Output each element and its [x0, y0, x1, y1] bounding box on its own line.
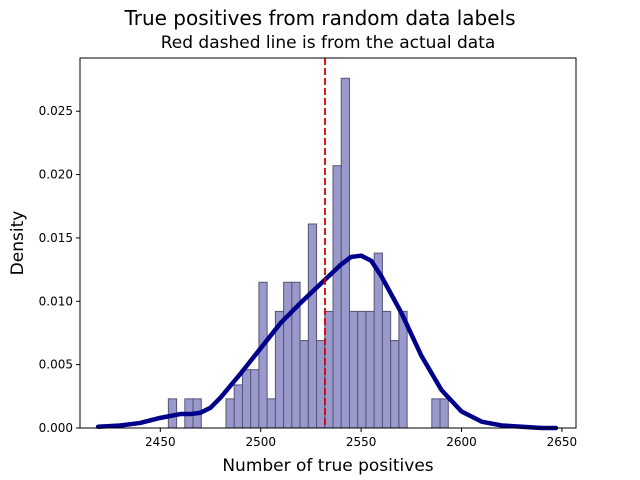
x-tick-label: 2500: [245, 435, 276, 449]
histogram-bar: [390, 340, 400, 429]
histogram-bars: [167, 77, 449, 429]
kde-layer: [95, 253, 559, 431]
x-tick-label: 2550: [346, 435, 377, 449]
y-ticks: 0.000 0.005 0.010 0.015 0.020 0.025: [39, 104, 80, 435]
y-tick-label: 0.000: [39, 421, 73, 435]
histogram-bar: [381, 310, 392, 429]
histogram-bar: [348, 310, 359, 429]
histogram-bar: [431, 398, 441, 429]
histogram-bar: [283, 281, 293, 429]
plot-frame: [79, 57, 577, 429]
y-axis-label: Density: [8, 211, 28, 276]
histogram-bar: [225, 398, 235, 429]
histogram-bar: [324, 310, 334, 429]
histogram-bar: [299, 340, 309, 429]
y-tick-label: 0.020: [39, 168, 73, 182]
y-tick-label: 0.015: [39, 231, 73, 245]
histogram-bar: [439, 398, 449, 429]
chart-title: True positives from random data labels: [124, 6, 516, 30]
x-ticks: 2450 2500 2550 2600 2650: [145, 428, 577, 449]
histogram-bar: [250, 369, 260, 429]
chart-subtitle: Red dashed line is from the actual data: [160, 33, 496, 53]
y-tick-label: 0.010: [39, 294, 73, 308]
y-tick-label: 0.025: [39, 104, 73, 118]
histogram-bar: [357, 310, 367, 429]
histogram-bar: [233, 384, 243, 429]
x-tick-label: 2600: [446, 435, 477, 449]
histogram-bar: [266, 398, 276, 429]
histogram-bar: [258, 281, 268, 429]
histogram-bar: [340, 77, 350, 429]
x-tick-label: 2650: [547, 435, 578, 449]
histogram-bar: [365, 310, 375, 429]
histogram-bar: [241, 369, 252, 429]
histogram-bar: [332, 165, 342, 429]
x-tick-label: 2450: [145, 435, 176, 449]
histogram-bar: [307, 223, 318, 429]
histogram-bar: [316, 340, 326, 429]
x-axis-label: Number of true positives: [222, 456, 433, 476]
kde-curve: [95, 253, 559, 431]
y-tick-label: 0.005: [39, 358, 73, 372]
histogram-bar: [398, 310, 408, 429]
